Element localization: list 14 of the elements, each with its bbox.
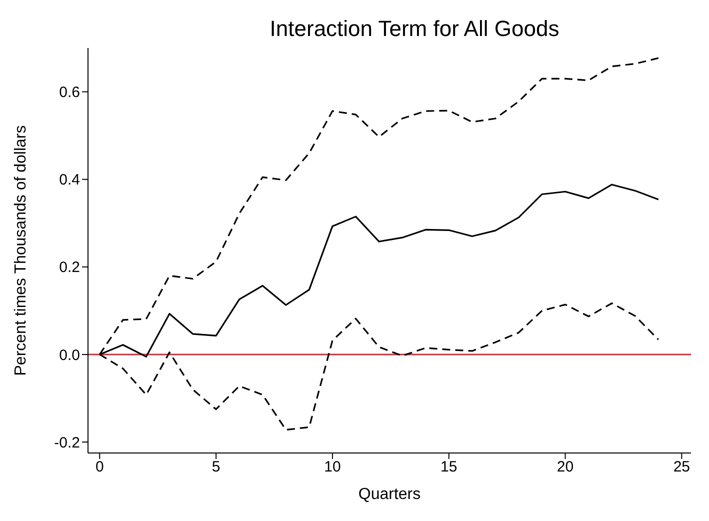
y-tick-label: 0.6: [59, 84, 80, 102]
x-tick-label: 5: [212, 458, 220, 476]
x-tick-label: 15: [440, 458, 458, 476]
x-tick-label: 10: [324, 458, 341, 476]
y-tick-label: 0.2: [59, 259, 80, 276]
y-tick-label: 0.4: [59, 172, 80, 189]
x-tick-label: 0: [95, 458, 104, 476]
x-tick-label: 20: [556, 458, 574, 476]
chart-title: Interaction Term for All Goods: [268, 15, 560, 43]
y-axis-title: Percent times Thousands of dollars: [12, 125, 30, 376]
x-axis-title: Quarters: [358, 486, 421, 503]
y-tick-label: -0.2: [54, 434, 80, 452]
x-tick-label: 25: [673, 458, 690, 476]
y-tick-label: 0.0: [59, 346, 80, 364]
